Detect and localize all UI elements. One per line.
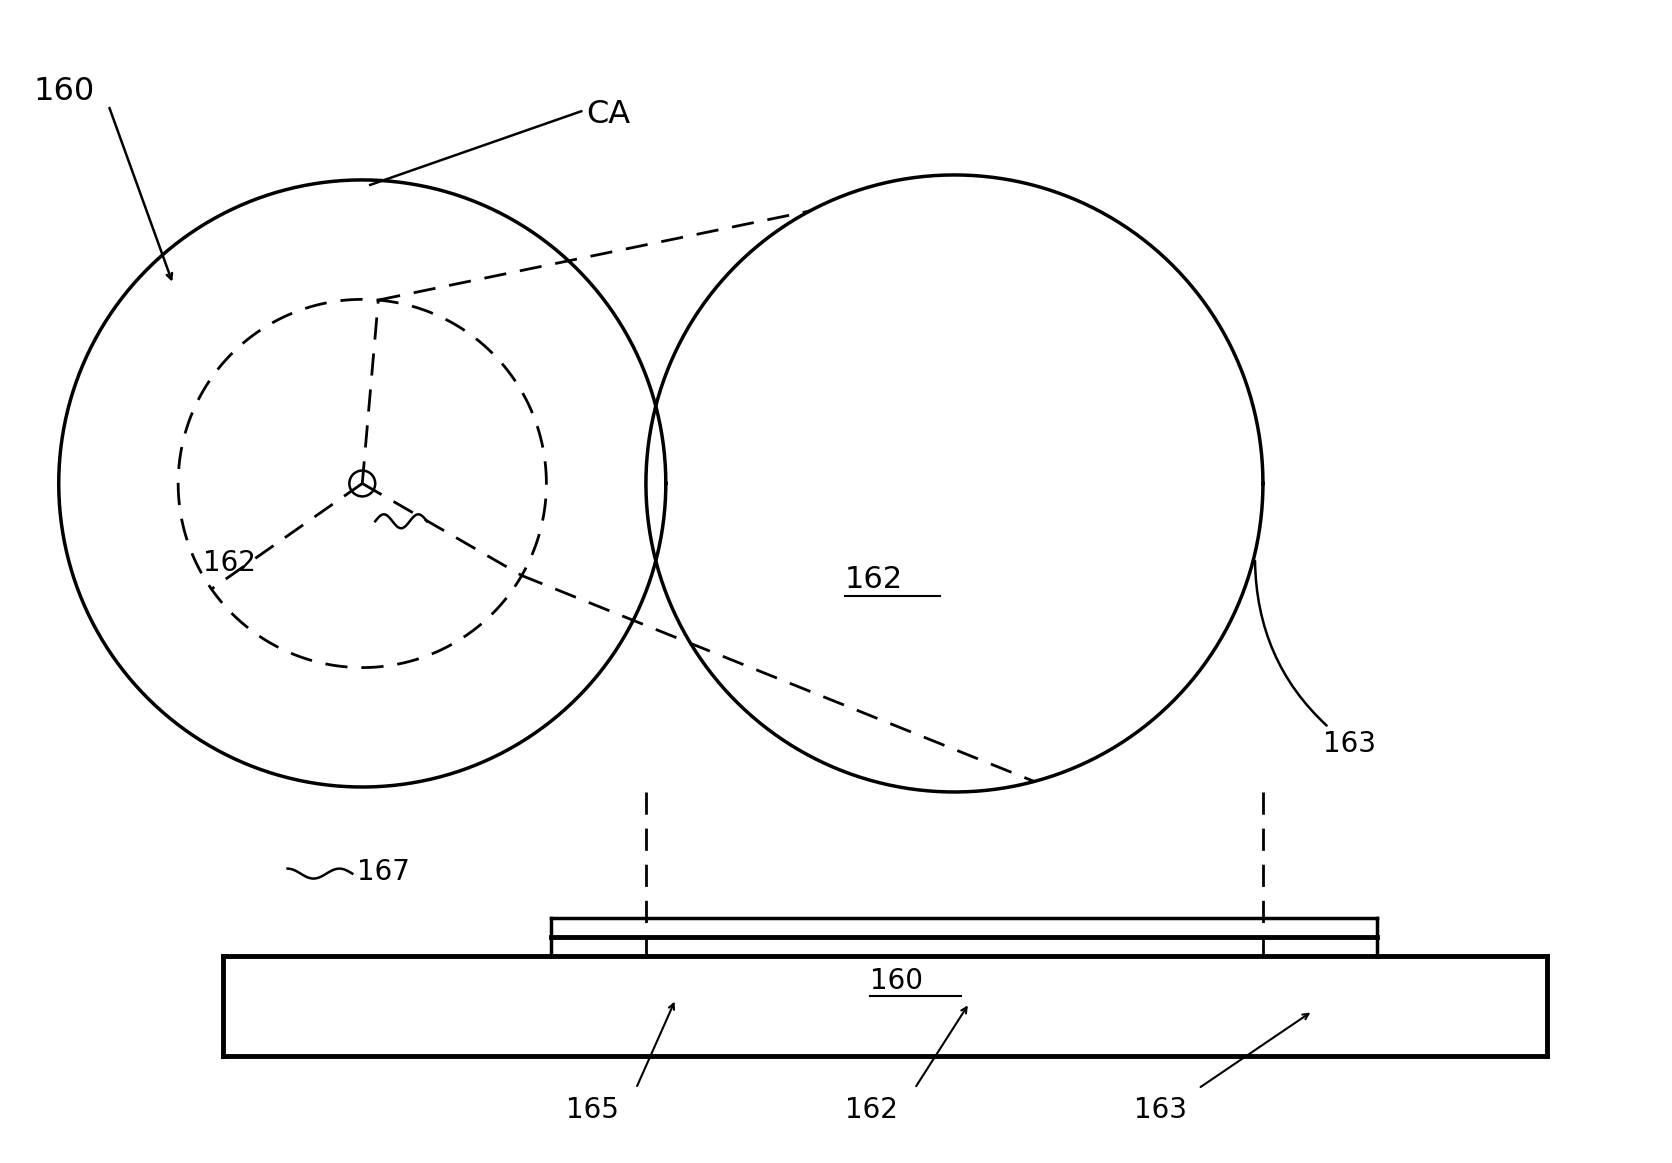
Text: 163: 163 bbox=[1256, 561, 1376, 758]
Text: 162: 162 bbox=[844, 565, 903, 594]
Text: 165: 165 bbox=[567, 1097, 619, 1125]
Text: 162: 162 bbox=[202, 549, 256, 577]
Text: 163: 163 bbox=[1134, 1097, 1187, 1125]
Text: 160: 160 bbox=[869, 968, 923, 996]
Text: 160: 160 bbox=[33, 77, 95, 107]
Text: 162: 162 bbox=[844, 1097, 898, 1125]
Text: 167: 167 bbox=[358, 857, 410, 885]
Text: CA: CA bbox=[587, 99, 630, 130]
